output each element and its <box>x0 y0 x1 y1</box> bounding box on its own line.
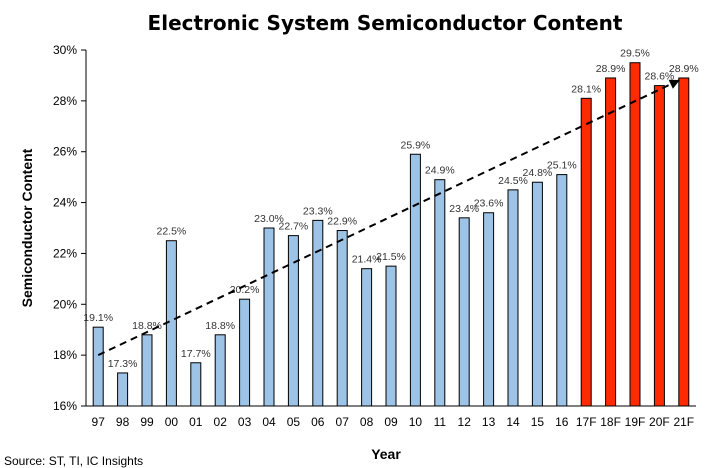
x-axis-label: Year <box>371 446 401 462</box>
bar <box>434 179 446 407</box>
data-label: 23.3% <box>303 205 333 217</box>
y-tick-label: 16% <box>53 399 77 413</box>
data-label: 28.9% <box>669 63 699 75</box>
x-tick-label: 13 <box>482 415 496 429</box>
source-note: Source: ST, TI, IC Insights <box>4 454 143 468</box>
x-tick-label: 06 <box>311 415 325 429</box>
y-tick-label: 22% <box>53 246 77 260</box>
data-label: 20.2% <box>230 284 260 296</box>
chart-title: Electronic System Semiconductor Content <box>148 11 623 35</box>
bar <box>409 153 421 407</box>
bar <box>165 240 177 407</box>
y-tick-label: 28% <box>53 94 77 108</box>
data-label: 24.5% <box>498 175 528 187</box>
bar <box>312 219 324 407</box>
x-tick-label: 19F <box>625 415 646 429</box>
data-label: 23.0% <box>254 213 284 225</box>
x-tick-label: 99 <box>140 415 154 429</box>
bar <box>214 334 226 407</box>
x-tick-label: 98 <box>116 415 130 429</box>
data-label: 25.1% <box>547 160 577 172</box>
data-label: 17.7% <box>181 348 211 360</box>
x-tick-label: 21F <box>673 415 694 429</box>
bar <box>507 189 519 407</box>
y-tick-label: 24% <box>53 196 77 210</box>
bar <box>678 77 690 407</box>
data-label: 21.4% <box>352 254 382 266</box>
y-axis-ticks: 16% 18% 20% 22% 24% 26% 28% 30% <box>53 43 86 413</box>
bar <box>605 77 617 407</box>
data-label: 18.8% <box>132 320 162 332</box>
x-tick-label: 00 <box>165 415 179 429</box>
data-label: 28.9% <box>596 63 626 75</box>
x-tick-label: 17F <box>576 415 597 429</box>
x-tick-label: 01 <box>189 415 203 429</box>
x-tick-label: 18F <box>600 415 621 429</box>
data-label: 22.9% <box>327 216 357 228</box>
bar <box>556 174 568 407</box>
bar <box>629 62 641 407</box>
x-tick-label: 04 <box>262 415 276 429</box>
data-label: 22.7% <box>279 221 309 233</box>
x-tick-label: 09 <box>384 415 398 429</box>
data-label: 24.8% <box>523 167 553 179</box>
bar <box>580 97 592 407</box>
data-label: 24.9% <box>425 165 455 177</box>
y-tick-label: 20% <box>53 297 77 311</box>
data-label: 17.3% <box>108 358 138 370</box>
bar <box>653 85 665 407</box>
y-tick-label: 26% <box>53 145 77 159</box>
trendline <box>97 79 681 357</box>
data-label: 22.5% <box>157 226 187 238</box>
y-tick-label: 18% <box>53 348 77 362</box>
x-axis-ticks: 97 98 99 00 01 02 03 04 05 06 07 08 09 10 11 12 13 14 15 16… <box>92 415 695 429</box>
x-tick-label: 12 <box>458 415 472 429</box>
data-label: 28.6% <box>645 71 675 83</box>
bar <box>483 212 495 407</box>
data-label: 21.5% <box>376 251 406 263</box>
x-tick-label: 07 <box>336 415 350 429</box>
bar <box>117 372 129 407</box>
bar <box>263 227 275 407</box>
bar <box>531 181 543 407</box>
bar <box>239 298 251 407</box>
bar <box>92 326 104 407</box>
y-tick-label: 30% <box>53 43 77 57</box>
data-label: 23.6% <box>474 198 504 210</box>
bar <box>336 230 348 407</box>
y-axis-label: Semiconductor Content <box>19 148 35 307</box>
bar <box>458 217 470 407</box>
x-tick-label: 10 <box>409 415 423 429</box>
data-label: 19.1% <box>83 312 113 324</box>
x-tick-label: 11 <box>434 415 447 429</box>
bar <box>141 334 153 407</box>
x-tick-label: 05 <box>287 415 301 429</box>
bar <box>361 268 373 407</box>
x-tick-label: 02 <box>214 415 228 429</box>
data-labels: 19.1% 17.3% 18.8% 22.5% 17.7% 18.8% 20.2% 23.0%… <box>83 48 698 370</box>
x-tick-label: 16 <box>555 415 569 429</box>
data-label: 29.5% <box>620 48 650 60</box>
x-tick-label: 15 <box>531 415 545 429</box>
x-tick-label: 08 <box>360 415 374 429</box>
axes <box>85 50 696 407</box>
bar <box>385 265 397 407</box>
x-tick-label: 14 <box>506 415 520 429</box>
data-label: 18.8% <box>205 320 235 332</box>
x-tick-label: 03 <box>238 415 252 429</box>
data-label: 28.1% <box>571 83 601 95</box>
bar <box>190 362 202 407</box>
x-tick-label: 20F <box>649 415 670 429</box>
x-tick-label: 97 <box>92 415 106 429</box>
data-label: 25.9% <box>401 139 431 151</box>
trendline-arrowhead <box>668 79 680 89</box>
data-label: 23.4% <box>449 203 479 215</box>
